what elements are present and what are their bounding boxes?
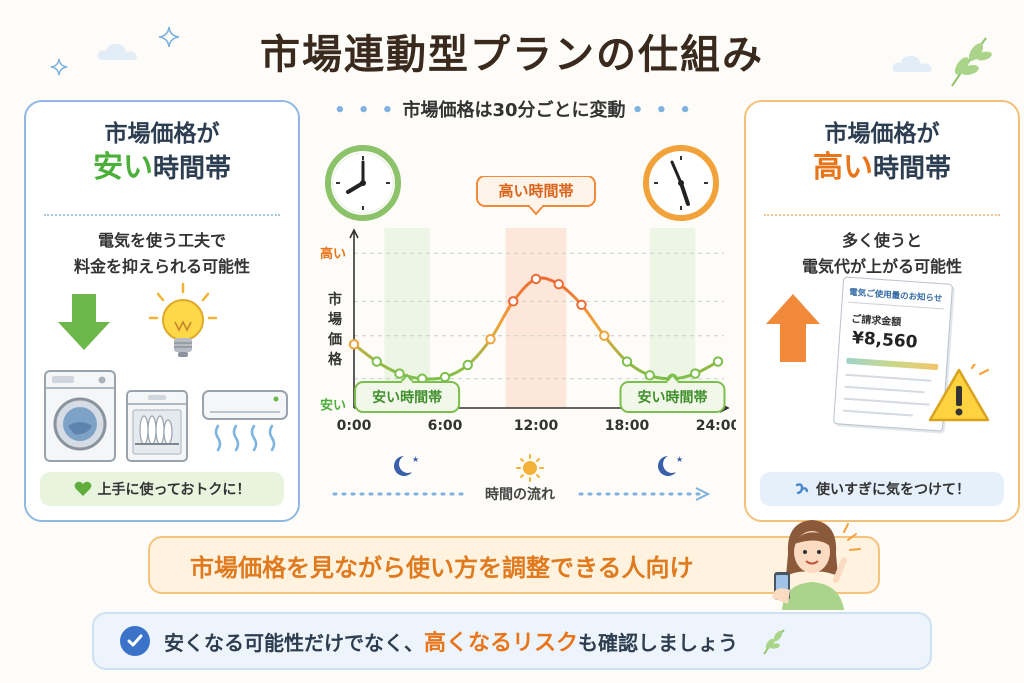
cheap-desc-line2: 料金を抑えられる可能性 xyxy=(73,256,250,276)
cheap-desc-line1: 電気を使う工夫で xyxy=(97,231,226,250)
high-band-label-pointer-fill xyxy=(530,204,542,207)
low-band-label-pointer xyxy=(665,373,680,383)
high-price-band xyxy=(505,228,567,408)
dishwasher-icon xyxy=(126,390,188,462)
cheap-panel-desc: 電気を使う工夫で 料金を抑えられる可能性 xyxy=(26,228,298,279)
y-tick-label-high: 高い xyxy=(320,246,346,262)
data-point xyxy=(439,371,451,383)
bill-amount: ¥8,560 xyxy=(851,328,919,353)
data-point xyxy=(348,339,360,350)
low-band-label-pointer xyxy=(400,373,414,383)
bottom-note: 安くなる可能性だけでなく、高くなるリスクも確認しましょう xyxy=(92,612,932,670)
light-bulb-icon xyxy=(148,282,218,357)
clock-icon xyxy=(643,145,719,221)
data-point xyxy=(644,370,655,381)
leaf-icon xyxy=(763,629,785,655)
low-band-label-pointer-fill xyxy=(402,381,413,384)
chart-header-text: 市場価格は30分ごとに変動 xyxy=(402,100,626,121)
bill-title: 電気ご使用量のお知らせ xyxy=(848,287,943,305)
high-band-label: 高い時間帯 xyxy=(498,182,573,200)
cheap-time-panel: 市場価格が 安い時間帯 電気を使う工夫で 料金を抑えられる可能性 xyxy=(24,100,300,522)
data-point xyxy=(712,356,724,367)
x-tick-label: 6:00 xyxy=(428,418,463,434)
data-point xyxy=(371,356,382,367)
expensive-desc-line1: 多く使うと xyxy=(841,231,922,250)
expensive-tip-text: 使いすぎに気をつけて！ xyxy=(816,482,970,498)
person-with-phone-illustration xyxy=(772,520,861,610)
low-band-label-pointer-fill xyxy=(667,381,678,384)
data-point xyxy=(576,299,587,311)
cloud-icon xyxy=(892,55,932,72)
cheap-title-rest: 時間帯 xyxy=(152,153,231,184)
data-point xyxy=(485,334,496,345)
cheap-title-emph: 安い xyxy=(92,149,153,185)
data-point xyxy=(508,296,519,307)
air-conditioner-icon xyxy=(202,390,288,452)
expensive-panel-desc: 多く使うと 電気代が上がる可能性 xyxy=(746,228,1018,279)
moon-icon: ★ xyxy=(658,455,683,476)
y-axis-arrow xyxy=(349,228,359,239)
check-icon xyxy=(120,626,150,656)
bill-usage-bar xyxy=(846,357,939,371)
low-band-label: 安い時間帯 xyxy=(372,389,442,406)
chart-header: • • • 市場価格は30分ごとに変動 • • • xyxy=(334,100,694,121)
y-axis-label: 市場価格 xyxy=(327,291,343,368)
up-arrow-icon xyxy=(766,294,820,362)
expensive-panel-title: 市場価格が 高い時間帯 xyxy=(746,120,1018,186)
warning-icon xyxy=(928,364,990,422)
heart-icon xyxy=(74,481,91,496)
expensive-desc-line2: 電気代が上がる可能性 xyxy=(801,256,962,276)
x-tick-label: 18:00 xyxy=(605,418,650,434)
x-tick-label: 0:00 xyxy=(337,418,372,434)
divider xyxy=(44,214,280,216)
cheap-panel-title: 市場価格が 安い時間帯 xyxy=(26,120,298,186)
x-tick-label: 24:00 xyxy=(696,418,736,434)
data-point xyxy=(462,359,473,371)
water-drop-icon xyxy=(795,483,809,495)
cloud-icon xyxy=(97,43,137,60)
data-point xyxy=(394,368,405,379)
washing-machine-icon xyxy=(44,370,116,462)
bottom-note-highlight: 高くなるリスク xyxy=(424,631,579,656)
cheap-title-line1: 市場価格が xyxy=(104,121,220,147)
cheap-tip-pill: 上手に使っておトクに！ xyxy=(40,472,284,506)
low-band-label: 安い時間帯 xyxy=(638,389,708,406)
target-user-banner: 市場価格を見ながら使い方を調整できる人向け xyxy=(148,536,880,594)
time-flow-label: 時間の流れ xyxy=(485,487,555,503)
time-flow-arrow xyxy=(332,487,711,501)
sun-icon xyxy=(516,454,544,482)
svg-text:★: ★ xyxy=(676,455,683,464)
data-point xyxy=(530,273,542,285)
data-point xyxy=(621,356,633,367)
expensive-time-panel: 市場価格が 高い時間帯 多く使うと 電気代が上がる可能性 電気ご使用量のお知らせ… xyxy=(744,100,1020,522)
sparkle-icon xyxy=(158,26,180,48)
expensive-title-line1: 市場価格が xyxy=(824,121,940,147)
bottom-note-part1: 安くなる可能性だけでなく、 xyxy=(164,631,424,655)
data-point xyxy=(553,278,564,290)
expensive-tip-pill: 使いすぎに気をつけて！ xyxy=(760,472,1004,506)
banner-text: 市場価格を見ながら使い方を調整できる人向け xyxy=(190,553,694,582)
moon-icon: ★ xyxy=(394,455,419,476)
expensive-title-emph: 高い xyxy=(812,149,873,185)
clock-icon xyxy=(325,145,401,221)
down-arrow-icon xyxy=(58,294,110,350)
bottom-note-part2: も確認しましょう xyxy=(578,631,739,655)
expensive-title-rest: 時間帯 xyxy=(872,153,951,184)
bill-label: ご請求金額 xyxy=(850,314,902,329)
page-title: 市場連動型プランの仕組み xyxy=(260,32,764,78)
leaf-icon xyxy=(951,37,992,87)
sparkle-icon xyxy=(50,58,68,76)
svg-text:★: ★ xyxy=(412,455,419,464)
y-tick-label-low: 安い xyxy=(320,398,346,414)
data-point xyxy=(599,330,610,341)
cheap-tip-text: 上手に使っておトクに！ xyxy=(97,482,251,498)
high-band-label-pointer xyxy=(528,205,544,216)
x-tick-label: 12:00 xyxy=(514,418,559,434)
divider xyxy=(764,214,1000,216)
data-point xyxy=(690,368,701,379)
